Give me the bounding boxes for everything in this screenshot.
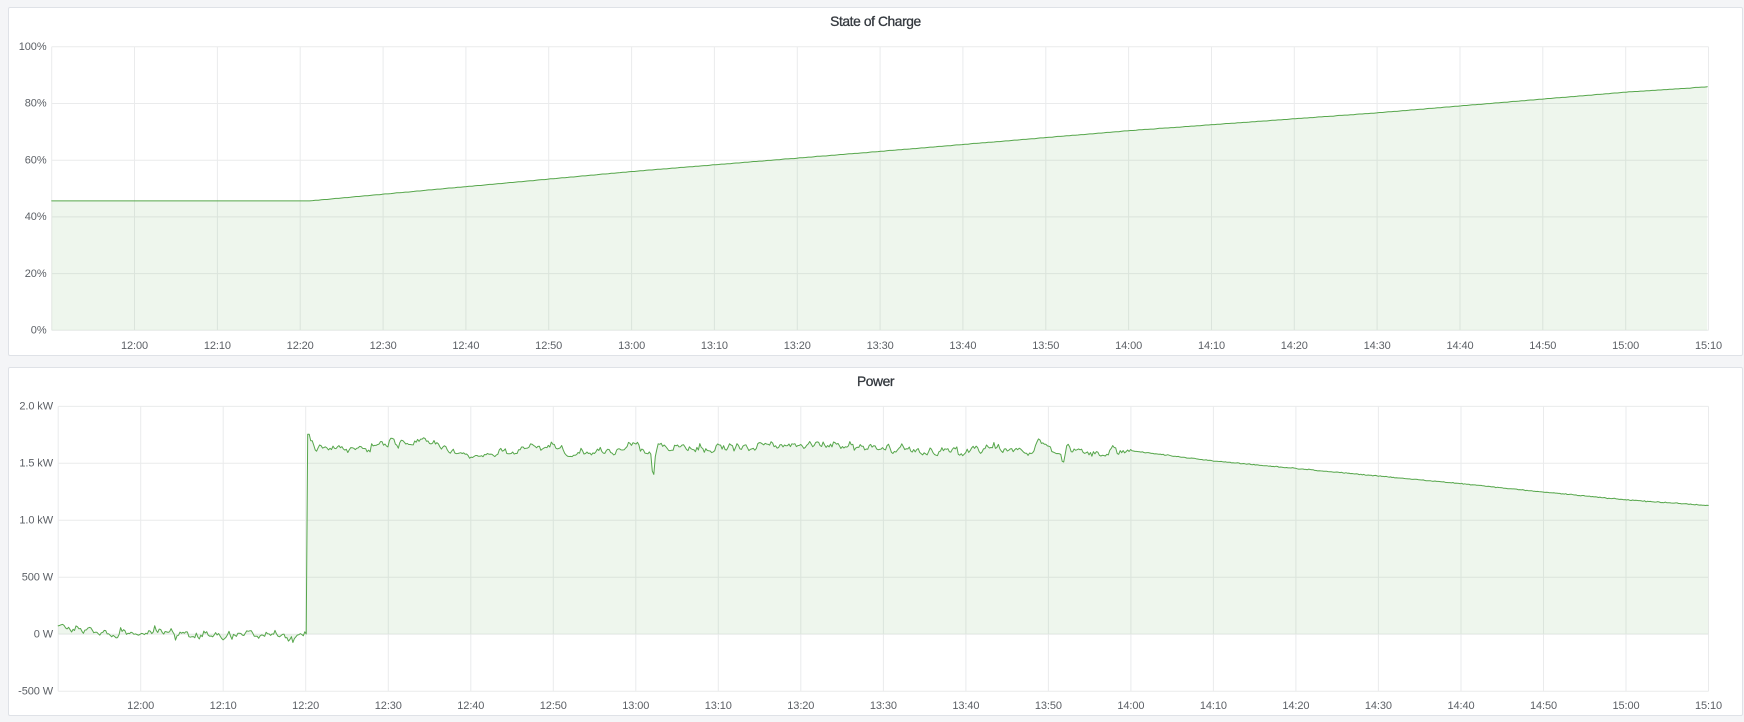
svg-text:15:00: 15:00 [1612,700,1639,712]
svg-text:12:10: 12:10 [204,340,231,352]
svg-text:14:40: 14:40 [1446,340,1473,352]
svg-text:1.0 kW: 1.0 kW [19,515,53,527]
svg-text:15:10: 15:10 [1695,340,1722,352]
svg-text:0 W: 0 W [34,628,54,640]
svg-text:2.0 kW: 2.0 kW [19,401,53,413]
svg-text:14:30: 14:30 [1364,340,1391,352]
svg-text:14:20: 14:20 [1282,700,1309,712]
svg-text:12:20: 12:20 [287,340,314,352]
svg-text:12:30: 12:30 [375,700,402,712]
svg-text:15:00: 15:00 [1612,340,1639,352]
svg-text:13:40: 13:40 [952,700,979,712]
svg-text:13:30: 13:30 [867,340,894,352]
svg-text:14:10: 14:10 [1198,340,1225,352]
svg-text:12:40: 12:40 [452,340,479,352]
svg-text:0%: 0% [31,325,47,337]
svg-text:14:00: 14:00 [1117,700,1144,712]
svg-text:12:10: 12:10 [210,700,237,712]
svg-text:13:20: 13:20 [787,700,814,712]
svg-text:14:30: 14:30 [1365,700,1392,712]
svg-text:13:30: 13:30 [870,700,897,712]
svg-text:12:50: 12:50 [540,700,567,712]
svg-text:14:50: 14:50 [1530,700,1557,712]
svg-text:12:00: 12:00 [127,700,154,712]
svg-text:40%: 40% [25,211,47,223]
svg-text:12:30: 12:30 [370,340,397,352]
svg-text:13:10: 13:10 [705,700,732,712]
svg-text:80%: 80% [25,98,47,110]
svg-text:13:50: 13:50 [1035,700,1062,712]
svg-text:14:10: 14:10 [1200,700,1227,712]
svg-text:12:40: 12:40 [457,700,484,712]
svg-text:12:20: 12:20 [292,700,319,712]
svg-text:60%: 60% [25,154,47,166]
svg-text:14:00: 14:00 [1115,340,1142,352]
svg-text:13:20: 13:20 [784,340,811,352]
svg-text:15:10: 15:10 [1695,700,1722,712]
svg-text:13:10: 13:10 [701,340,728,352]
svg-text:1.5 kW: 1.5 kW [19,458,53,470]
svg-text:13:40: 13:40 [949,340,976,352]
svg-text:14:20: 14:20 [1281,340,1308,352]
svg-text:14:40: 14:40 [1447,700,1474,712]
svg-text:13:50: 13:50 [1032,340,1059,352]
svg-text:14:50: 14:50 [1529,340,1556,352]
svg-text:12:00: 12:00 [121,340,148,352]
svg-text:500 W: 500 W [22,571,54,583]
svg-text:13:00: 13:00 [622,700,649,712]
svg-text:13:00: 13:00 [618,340,645,352]
svg-text:-500 W: -500 W [18,685,54,697]
svg-text:100%: 100% [19,41,47,53]
svg-text:12:50: 12:50 [535,340,562,352]
svg-text:20%: 20% [25,268,47,280]
